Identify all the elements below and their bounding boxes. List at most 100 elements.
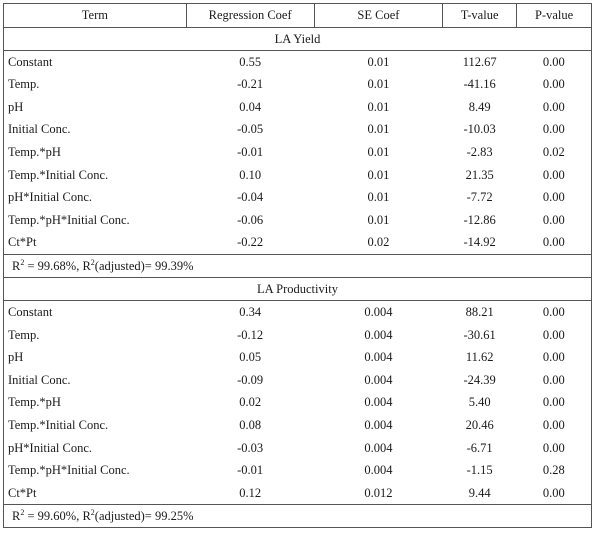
header-regression-coef: Regression Coef bbox=[185, 3, 315, 28]
se-coef-cell: 0.004 bbox=[364, 440, 393, 455]
p-value-cell: 0.00 bbox=[516, 391, 592, 414]
term-cell: Temp.*pH*Initial Conc. bbox=[3, 459, 187, 482]
t-value-cell: -14.92 bbox=[463, 235, 496, 250]
table-row: Initial Conc. -0.09 0.004 -24.39 0.00 bbox=[3, 368, 592, 392]
term-cell: Temp.*Initial Conc. bbox=[3, 413, 187, 437]
regression-coef-cell: -0.03 bbox=[237, 440, 264, 455]
p-value-cell: 0.00 bbox=[516, 95, 592, 119]
p-value-cell: 0.00 bbox=[516, 481, 592, 505]
term-cell: Constant bbox=[3, 50, 187, 74]
header-p-value: P-value bbox=[516, 3, 592, 28]
se-coef-cell: 0.01 bbox=[367, 99, 390, 114]
p-value-cell: 0.00 bbox=[516, 118, 592, 141]
se-coef-cell: 0.01 bbox=[367, 144, 390, 159]
table-row: Temp.*pH*Initial Conc. -0.01 0.004 -1.15 0.2… bbox=[3, 459, 592, 482]
header-term: Term bbox=[3, 3, 187, 28]
regression-coef-cell: -0.09 bbox=[237, 372, 264, 387]
term-cell: Temp.*pH bbox=[3, 140, 187, 164]
se-coef-cell: 0.004 bbox=[364, 417, 393, 432]
t-value-cell: -41.16 bbox=[463, 77, 496, 92]
p-value-cell: 0.00 bbox=[516, 346, 592, 369]
t-value-cell: -30.61 bbox=[463, 327, 496, 342]
regression-coef-cell: -0.12 bbox=[237, 327, 264, 342]
p-value-cell: 0.00 bbox=[516, 413, 592, 437]
table-row: pH 0.05 0.004 11.62 0.00 bbox=[3, 346, 592, 369]
term-cell: Temp. bbox=[3, 323, 187, 347]
t-value-cell: 88.21 bbox=[465, 304, 494, 319]
term-cell: Temp. bbox=[3, 73, 187, 96]
section-title: LA Productivity bbox=[3, 276, 592, 301]
p-value-cell: 0.00 bbox=[516, 163, 592, 187]
table-row: pH*Initial Conc. -0.04 0.01 -7.72 0.00 bbox=[3, 186, 592, 209]
regression-coef-cell: 0.05 bbox=[239, 350, 262, 365]
header-row: Term Regression Coef SE Coef T-value P-v… bbox=[3, 3, 592, 28]
table-row: Temp.*pH 0.02 0.004 5.40 0.00 bbox=[3, 391, 592, 414]
table-row: Temp.*pH*Initial Conc. -0.06 0.01 -12.86 0.0… bbox=[3, 208, 592, 232]
term-cell: Constant bbox=[3, 300, 187, 324]
r-squared-adjusted-value: 99.25% bbox=[154, 509, 194, 524]
section-header: LA Yield bbox=[3, 26, 592, 51]
term-cell: Ct*Pt bbox=[3, 231, 187, 255]
p-value-cell: 0.00 bbox=[516, 323, 592, 347]
p-value-cell: 0.00 bbox=[516, 186, 592, 209]
term-cell: pH bbox=[3, 346, 187, 369]
r-squared-adjusted-value: 99.39% bbox=[154, 258, 194, 273]
table-row: Temp.*Initial Conc. 0.08 0.004 20.46 0.00 bbox=[3, 413, 592, 437]
term-cell: pH*Initial Conc. bbox=[3, 186, 187, 209]
regression-coef-cell: 0.34 bbox=[239, 304, 262, 319]
table-body: LA Yield Constant 0.55 0.01 112.67 0.00 Temp. -… bbox=[3, 26, 592, 529]
header-se-coef: SE Coef bbox=[313, 3, 444, 28]
t-value-cell: 8.49 bbox=[468, 99, 491, 114]
regression-coef-cell: -0.01 bbox=[237, 463, 264, 478]
table-row: pH 0.04 0.01 8.49 0.00 bbox=[3, 95, 592, 119]
table-row: Initial Conc. -0.05 0.01 -10.03 0.00 bbox=[3, 118, 592, 141]
term-cell: Initial Conc. bbox=[3, 118, 187, 141]
se-coef-cell: 0.004 bbox=[364, 304, 393, 319]
t-value-cell: -12.86 bbox=[463, 212, 496, 227]
regression-coef-cell: 0.04 bbox=[239, 99, 262, 114]
table-row: Ct*Pt -0.22 0.02 -14.92 0.00 bbox=[3, 231, 592, 255]
regression-coef-cell: 0.12 bbox=[239, 485, 262, 500]
regression-coef-cell: 0.10 bbox=[239, 167, 262, 182]
table-row: Temp.*Initial Conc. 0.10 0.01 21.35 0.00 bbox=[3, 163, 592, 187]
p-value-cell: 0.00 bbox=[516, 436, 592, 460]
term-cell: Temp.*pH bbox=[3, 391, 187, 414]
t-value-cell: -6.71 bbox=[466, 440, 493, 455]
se-coef-cell: 0.004 bbox=[364, 350, 393, 365]
t-value-cell: 9.44 bbox=[468, 485, 491, 500]
regression-coef-cell: -0.04 bbox=[237, 190, 264, 205]
term-cell: Temp.*pH*Initial Conc. bbox=[3, 208, 187, 232]
r-squared-row: R2 = 99.68%, R2(adjusted)= 99.39% bbox=[3, 253, 592, 278]
p-value-cell: 0.00 bbox=[516, 231, 592, 255]
r-squared-value: 99.68% bbox=[37, 258, 77, 273]
t-value-cell: -7.72 bbox=[466, 190, 493, 205]
t-value-cell: 5.40 bbox=[468, 395, 491, 410]
table-row: Ct*Pt 0.12 0.012 9.44 0.00 bbox=[3, 481, 592, 505]
table-row: Temp. -0.21 0.01 -41.16 0.00 bbox=[3, 73, 592, 96]
p-value-cell: 0.00 bbox=[516, 208, 592, 232]
table-row: Constant 0.34 0.004 88.21 0.00 bbox=[3, 300, 592, 324]
term-cell: Temp.*Initial Conc. bbox=[3, 163, 187, 187]
term-cell: Initial Conc. bbox=[3, 368, 187, 392]
se-coef-cell: 0.02 bbox=[367, 235, 390, 250]
table-row: Constant 0.55 0.01 112.67 0.00 bbox=[3, 50, 592, 74]
se-coef-cell: 0.01 bbox=[367, 212, 390, 227]
se-coef-cell: 0.012 bbox=[364, 485, 393, 500]
p-value-cell: 0.00 bbox=[516, 300, 592, 324]
t-value-cell: -2.83 bbox=[466, 144, 493, 159]
regression-coef-cell: 0.08 bbox=[239, 417, 262, 432]
regression-coef-cell: -0.06 bbox=[237, 212, 264, 227]
table-row: Temp.*pH -0.01 0.01 -2.83 0.02 bbox=[3, 140, 592, 164]
se-coef-cell: 0.01 bbox=[367, 122, 390, 137]
t-value-cell: 21.35 bbox=[465, 167, 494, 182]
regression-coef-cell: 0.55 bbox=[239, 54, 262, 69]
t-value-cell: 112.67 bbox=[462, 54, 497, 69]
t-value-cell: -10.03 bbox=[463, 122, 496, 137]
regression-coef-cell: -0.01 bbox=[237, 144, 264, 159]
p-value-cell: 0.00 bbox=[516, 50, 592, 74]
p-value-cell: 0.02 bbox=[516, 140, 592, 164]
table-row: pH*Initial Conc. -0.03 0.004 -6.71 0.00 bbox=[3, 436, 592, 460]
se-coef-cell: 0.01 bbox=[367, 190, 390, 205]
term-cell: Ct*Pt bbox=[3, 481, 187, 505]
table-row: Temp. -0.12 0.004 -30.61 0.00 bbox=[3, 323, 592, 347]
